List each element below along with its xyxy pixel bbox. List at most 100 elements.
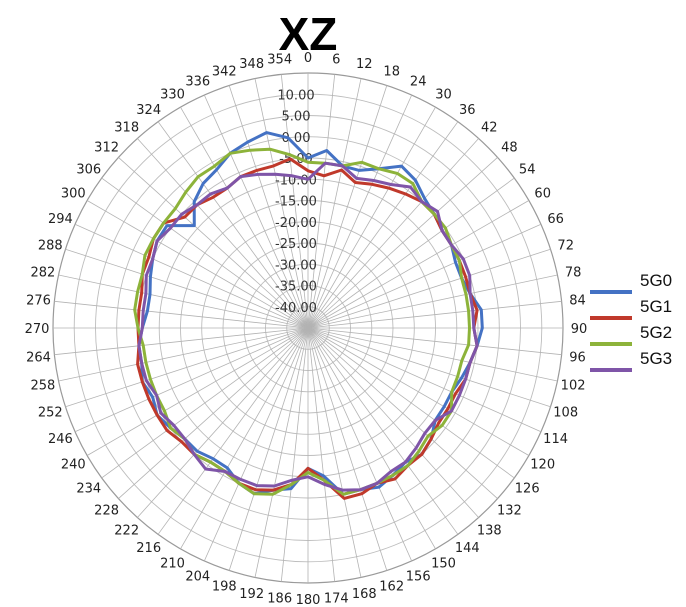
grid-spoke xyxy=(307,327,362,578)
radial-tick-label: -30.00 xyxy=(275,258,317,273)
polar-grid xyxy=(52,72,564,584)
angle-tick-label: 114 xyxy=(543,432,568,447)
grid-spoke xyxy=(307,327,336,582)
grid-spoke xyxy=(307,327,436,550)
angle-tick-label: 36 xyxy=(459,103,476,118)
grid-spoke xyxy=(307,177,515,329)
series-line-5g3 xyxy=(137,161,479,492)
angle-tick-label: 102 xyxy=(561,378,586,393)
angle-tick-label: 126 xyxy=(515,481,540,496)
legend-label-5g0: 5G0 xyxy=(640,271,672,290)
angle-tick-label: 66 xyxy=(547,212,564,227)
grid-spoke xyxy=(307,327,388,571)
grid-spoke xyxy=(101,177,309,329)
grid-spoke xyxy=(307,138,479,329)
angle-tick-label: 24 xyxy=(410,74,427,89)
radial-tick-label: -10.00 xyxy=(275,173,317,188)
grid-spoke xyxy=(307,327,542,433)
radial-tick-label: -40.00 xyxy=(275,301,317,316)
grid-spoke xyxy=(307,327,558,382)
grid-spoke xyxy=(307,327,459,535)
angle-tick-label: 54 xyxy=(519,163,536,178)
angle-tick-label: 318 xyxy=(114,121,139,136)
angle-tick-label: 336 xyxy=(185,74,210,89)
angle-tick-label: 282 xyxy=(30,266,55,281)
angle-tick-label: 30 xyxy=(435,87,452,102)
grid-spoke xyxy=(307,327,515,479)
angle-tick-label: 246 xyxy=(48,432,73,447)
grid-spoke xyxy=(307,200,530,329)
angle-tick-label: 312 xyxy=(94,141,119,156)
angle-tick-label: 120 xyxy=(530,458,555,473)
grid-spoke xyxy=(307,327,479,518)
angle-tick-label: 300 xyxy=(61,187,86,202)
angle-tick-label: 108 xyxy=(553,406,578,421)
angle-tick-label: 228 xyxy=(94,503,119,518)
angle-tick-label: 6 xyxy=(332,53,340,68)
angle-tick-label: 48 xyxy=(501,141,518,156)
grid-spoke xyxy=(54,300,309,329)
grid-spoke xyxy=(203,327,309,562)
angle-tick-label: 168 xyxy=(352,587,377,602)
angle-tick-label: 198 xyxy=(212,580,237,595)
grid-spoke xyxy=(307,248,551,329)
grid-spoke xyxy=(254,78,309,329)
grid-spoke xyxy=(307,300,562,329)
angle-tick-label: 216 xyxy=(136,541,161,556)
radial-tick-label: -35.00 xyxy=(275,280,317,295)
grid-spoke xyxy=(118,327,309,499)
series-lines xyxy=(133,131,484,500)
grid-spoke xyxy=(65,327,309,408)
angle-tick-label: 84 xyxy=(569,294,586,309)
radial-tick-label: -25.00 xyxy=(275,237,317,252)
angle-tick-label: 174 xyxy=(324,592,349,607)
angle-tick-label: 210 xyxy=(160,557,185,572)
angle-tick-label: 0 xyxy=(304,51,312,66)
grid-spoke xyxy=(74,223,309,329)
angle-tick-label: 354 xyxy=(267,53,292,68)
legend-label-5g2: 5G2 xyxy=(640,323,672,342)
angle-tick-label: 204 xyxy=(185,570,210,585)
grid-spoke xyxy=(307,327,530,456)
grid-spoke xyxy=(307,121,459,329)
grid-spoke xyxy=(101,327,309,479)
angle-tick-label: 234 xyxy=(76,481,101,496)
grid-spoke xyxy=(74,327,309,433)
angle-tick-label: 150 xyxy=(431,557,456,572)
angle-tick-label: 138 xyxy=(477,523,502,538)
grid-spoke xyxy=(307,274,558,329)
angle-tick-label: 72 xyxy=(557,238,574,253)
angle-tick-label: 294 xyxy=(48,212,73,227)
radial-tick-label: -20.00 xyxy=(275,216,317,231)
grid-spoke xyxy=(280,74,309,329)
angle-tick-label: 288 xyxy=(38,238,63,253)
angle-tick-label: 252 xyxy=(38,406,63,421)
grid-spoke xyxy=(228,85,309,329)
grid-spoke xyxy=(307,106,436,329)
grid-spoke xyxy=(307,85,388,329)
angle-tick-label: 222 xyxy=(114,523,139,538)
grid-spoke xyxy=(118,157,309,329)
angle-tick-label: 186 xyxy=(267,592,292,607)
angle-tick-label: 330 xyxy=(160,87,185,102)
grid-spoke xyxy=(307,327,498,499)
angle-tick-label: 156 xyxy=(406,570,431,585)
grid-spoke xyxy=(54,327,309,356)
angle-tick-label: 162 xyxy=(379,580,404,595)
angle-tick-label: 132 xyxy=(497,503,522,518)
grid-spoke xyxy=(254,327,309,578)
angle-tick-label: 18 xyxy=(383,64,400,79)
angle-tick-label: 306 xyxy=(76,163,101,178)
angle-tick-label: 192 xyxy=(239,587,264,602)
angle-tick-label: 90 xyxy=(571,322,588,337)
angle-tick-label: 264 xyxy=(26,350,51,365)
grid-spoke xyxy=(58,327,309,382)
grid-spoke xyxy=(307,94,413,329)
grid-spoke xyxy=(307,78,362,329)
angle-tick-label: 276 xyxy=(26,294,51,309)
grid-spoke xyxy=(280,327,309,582)
grid-spoke xyxy=(58,274,309,329)
grid-spoke xyxy=(137,138,309,329)
